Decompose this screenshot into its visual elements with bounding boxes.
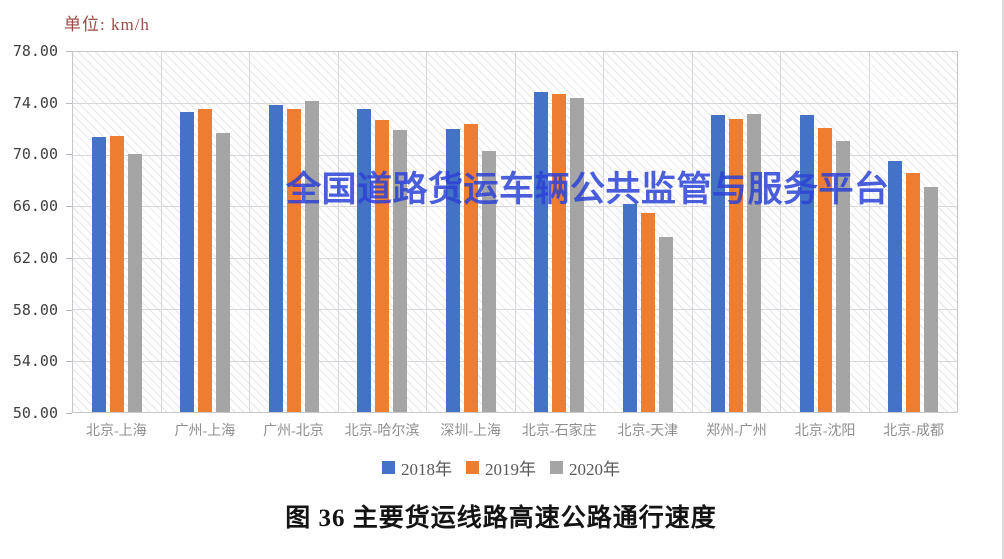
y-tick-label: 70.00 <box>12 145 58 164</box>
bar-s2-c1 <box>216 133 231 412</box>
bar-s1-c7 <box>729 118 744 412</box>
y-axis-tick <box>66 413 72 414</box>
legend-swatch-icon <box>382 461 395 474</box>
legend-label: 2018年 <box>401 460 452 479</box>
plot-area <box>72 51 958 413</box>
x-category-label: 北京-上海 <box>85 424 147 439</box>
y-tick-label: 74.00 <box>12 93 58 112</box>
category-cell <box>427 52 516 412</box>
x-axis: 北京-上海 广州-上海 广州-北京 北京-哈尔滨 深圳-上海 北京-石家庄 北京-天津 郑州-… <box>72 420 958 440</box>
bar-s0-c2 <box>268 104 283 412</box>
y-axis-tick <box>66 51 72 52</box>
legend-item-2019: 2019年 <box>466 455 536 480</box>
category-cell <box>781 52 870 412</box>
y-axis-tick <box>66 206 72 208</box>
y-axis-tick <box>66 154 72 156</box>
x-category-label: 深圳-上海 <box>440 424 501 439</box>
bar-s2-c5 <box>570 98 585 412</box>
legend-label: 2020年 <box>569 460 620 479</box>
x-category-label: 北京-成都 <box>883 424 944 439</box>
bar-s2-c6 <box>658 237 673 412</box>
y-axis: 78.00 74.00 70.00 66.00 62.00 58.00 54.00 50.00 <box>0 42 60 422</box>
bar-s0-c7 <box>711 115 726 412</box>
legend-item-2020: 2020年 <box>550 455 620 480</box>
y-axis-tick <box>66 102 72 104</box>
bar-s0-c9 <box>888 161 903 412</box>
bar-s1-c6 <box>640 212 655 412</box>
bar-s0-c8 <box>799 115 814 412</box>
category-cell <box>73 52 162 412</box>
legend-swatch-icon <box>550 461 563 474</box>
category-cell <box>339 52 427 412</box>
bar-s1-c1 <box>198 108 213 412</box>
bar-s2-c2 <box>304 100 319 412</box>
x-category-label: 北京-哈尔滨 <box>344 424 420 439</box>
y-tick-label: 54.00 <box>12 352 58 371</box>
x-category-label: 北京-沈阳 <box>794 424 856 439</box>
bar-s2-c3 <box>393 130 408 412</box>
y-tick-label: 58.00 <box>12 300 58 319</box>
y-axis-tick <box>66 309 72 311</box>
bar-s2-c9 <box>924 187 939 412</box>
bar-s1-c2 <box>286 108 301 412</box>
bar-s1-c0 <box>109 135 124 412</box>
bar-s1-c3 <box>375 120 390 412</box>
bar-s2-c4 <box>481 151 496 412</box>
unit-label: 单位: km/h <box>64 15 150 34</box>
y-tick-label: 62.00 <box>12 248 58 267</box>
figure-caption: 图 36 主要货运线路高速公路通行速度 <box>285 505 717 532</box>
bar-s0-c4 <box>445 129 460 412</box>
category-cell <box>516 52 604 412</box>
bar-s0-c1 <box>180 112 195 412</box>
legend-swatch-icon <box>466 461 479 474</box>
y-axis-tick <box>66 257 72 259</box>
bar-s2-c7 <box>747 113 762 412</box>
x-category-label: 北京-石家庄 <box>521 424 597 439</box>
bar-s1-c9 <box>906 172 921 412</box>
category-cell <box>250 52 339 412</box>
bar-s1-c5 <box>552 94 567 412</box>
x-category-label: 北京-天津 <box>617 424 679 439</box>
bar-s0-c6 <box>622 203 637 412</box>
category-cell <box>870 52 958 412</box>
bar-s1-c4 <box>463 124 478 412</box>
x-category-label: 郑州-广州 <box>706 424 767 439</box>
bar-s0-c3 <box>357 108 372 412</box>
y-tick-label: 78.00 <box>12 42 58 60</box>
category-cell <box>693 52 781 412</box>
category-cell <box>604 52 693 412</box>
bar-s2-c0 <box>127 153 142 412</box>
legend-label: 2019年 <box>485 460 536 479</box>
x-category-label: 广州-上海 <box>174 424 236 439</box>
y-tick-label: 66.00 <box>12 197 58 216</box>
y-tick-label: 50.00 <box>12 404 58 422</box>
bar-s2-c8 <box>835 140 850 412</box>
bar-s1-c8 <box>817 127 832 412</box>
legend-item-2018: 2018年 <box>382 455 452 480</box>
y-axis-tick <box>66 361 72 363</box>
category-cell <box>162 52 250 412</box>
x-category-label: 广州-北京 <box>263 424 324 439</box>
legend: 2018年 2019年 2020年 <box>0 455 1002 480</box>
bar-s0-c5 <box>534 91 549 412</box>
bar-cells <box>73 52 957 412</box>
bar-s0-c0 <box>91 136 106 412</box>
